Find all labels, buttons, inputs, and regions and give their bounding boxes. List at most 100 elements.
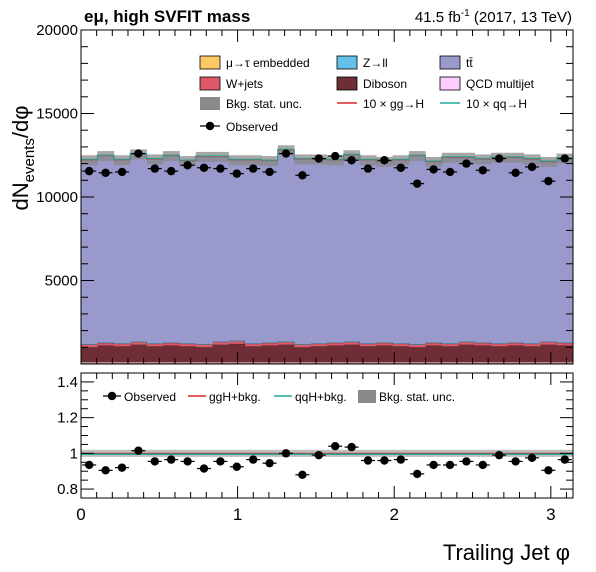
- x-tick-label: 0: [76, 505, 85, 524]
- stack-bar-embedded: [458, 362, 475, 364]
- stack-bar-embedded: [277, 362, 295, 364]
- stack-bar-ttbar: [458, 157, 475, 342]
- observed-point: [298, 171, 307, 180]
- stack-bar-embedded: [261, 362, 279, 364]
- observed-point: [396, 163, 405, 172]
- x-tick-label: 2: [389, 505, 398, 524]
- stack-bar-diboson: [359, 346, 377, 363]
- stack-bar-qcd: [195, 362, 213, 363]
- ratio-point: [445, 460, 455, 470]
- stack-bar-qcd: [458, 362, 475, 363]
- stack-bar-qcd: [359, 362, 377, 363]
- stack-bar-embedded: [97, 362, 115, 364]
- stack-bar-qcd: [409, 362, 426, 363]
- observed-point: [331, 151, 340, 161]
- stack-bar-embedded: [228, 362, 246, 364]
- bkg-unc-bin: [540, 156, 557, 167]
- ratio-legend: Observed ggH+bkg. qqH+bkg. Bkg. stat. unc.: [103, 390, 455, 404]
- stack-bar-ttbar: [179, 161, 197, 344]
- stack-bar-zll: [409, 343, 426, 345]
- observed-point: [265, 167, 274, 177]
- stack-bar-ttbar: [425, 161, 443, 343]
- stack-bar-zll: [163, 342, 180, 343]
- ratio-points: [82, 442, 572, 479]
- observed-point: [85, 166, 94, 176]
- bkg-unc-bin: [228, 155, 246, 166]
- stack-bar-ttbar: [441, 157, 459, 344]
- stack-bar-ttbar: [507, 157, 525, 343]
- stack-bar-embedded: [376, 362, 393, 364]
- stack-bar-ttbar: [212, 156, 229, 342]
- bkg-unc-bin: [195, 151, 213, 162]
- legend-swatch-unc: [200, 97, 220, 110]
- stack-area: [81, 149, 573, 364]
- stack-bar-zll: [146, 343, 164, 344]
- stack-bar-ttbar: [97, 156, 115, 343]
- bkg-unc-bin: [245, 155, 262, 166]
- stack-bar-qcd: [491, 362, 508, 363]
- ratio-point: [85, 460, 94, 470]
- stack-bar-wjets: [277, 342, 295, 345]
- stack-bar-qcd: [441, 362, 459, 363]
- stack-bar-embedded: [163, 362, 180, 364]
- ratio-point: [298, 470, 307, 479]
- stack-bar-ttbar: [130, 154, 147, 342]
- stack-bar-embedded: [540, 362, 557, 364]
- stack-bar-zll: [179, 343, 197, 344]
- stack-bar-diboson: [392, 346, 410, 363]
- channel-label: eμ, high SVFIT mass: [84, 7, 250, 26]
- stack-bar-qcd: [425, 362, 443, 363]
- observed-point: [167, 166, 176, 176]
- ratio-point: [527, 453, 537, 463]
- y-tick-label: 15000: [36, 106, 78, 123]
- ratio-legend-label-unc: Bkg. stat. unc.: [379, 390, 455, 404]
- bkg-unc-bin: [294, 154, 311, 165]
- stack-bar-embedded: [146, 362, 164, 364]
- ratio-legend-label-qqH: qqH+bkg.: [295, 390, 347, 404]
- x-tick-label: 3: [546, 505, 555, 524]
- stack-bar-wjets: [130, 342, 147, 345]
- ratio-point: [249, 455, 258, 464]
- stack-bar-embedded: [491, 362, 508, 364]
- stack-bar-ttbar: [474, 159, 492, 343]
- ratio-y-tick-label: 1.4: [57, 374, 78, 391]
- stack-bar-qcd: [376, 362, 393, 363]
- stack-bar-wjets: [195, 344, 213, 348]
- stack-bar-wjets: [113, 343, 131, 347]
- stack-bar-diboson: [113, 346, 131, 363]
- stack-bar-diboson: [523, 346, 541, 363]
- bkg-unc-bin: [163, 151, 180, 162]
- stack-bar-diboson: [277, 344, 295, 363]
- observed-point: [281, 149, 291, 158]
- observed-point: [150, 164, 159, 173]
- y-tick-label: 5000: [45, 273, 78, 290]
- stack-bar-ttbar: [540, 161, 557, 342]
- stack-bar-zll: [540, 341, 557, 343]
- stack-bar-ttbar: [81, 160, 98, 344]
- bkg-unc-bin: [523, 154, 541, 165]
- stack-bar-wjets: [179, 343, 197, 347]
- stack-bar-wjets: [507, 342, 525, 346]
- stack-bar-zll: [212, 341, 229, 343]
- stack-bar-zll: [458, 341, 475, 343]
- y-axis-title: dNevents/dφ: [8, 106, 38, 211]
- stack-bar-diboson: [327, 345, 344, 363]
- ratio-signal-lines: [81, 452, 573, 455]
- stack-bar-qcd: [540, 362, 557, 363]
- ratio-point: [495, 450, 504, 460]
- observed-point: [101, 168, 110, 177]
- stack-bar-zll: [130, 341, 147, 343]
- legend-label-unc: Bkg. stat. unc.: [226, 97, 302, 111]
- ratio-point: [265, 458, 274, 468]
- stack-bar-wjets: [458, 342, 475, 345]
- stack-bar-zll: [97, 342, 115, 343]
- stack-bar-ttbar: [261, 161, 279, 343]
- stack-bar-zll: [277, 341, 295, 343]
- ratio-point: [101, 466, 110, 475]
- observed-point: [363, 164, 373, 173]
- stack-bar-zll: [228, 340, 246, 342]
- observed-point: [478, 166, 487, 175]
- observed-point: [544, 176, 553, 186]
- stack-bar-zll: [507, 342, 525, 343]
- bkg-unc-bin: [392, 155, 410, 166]
